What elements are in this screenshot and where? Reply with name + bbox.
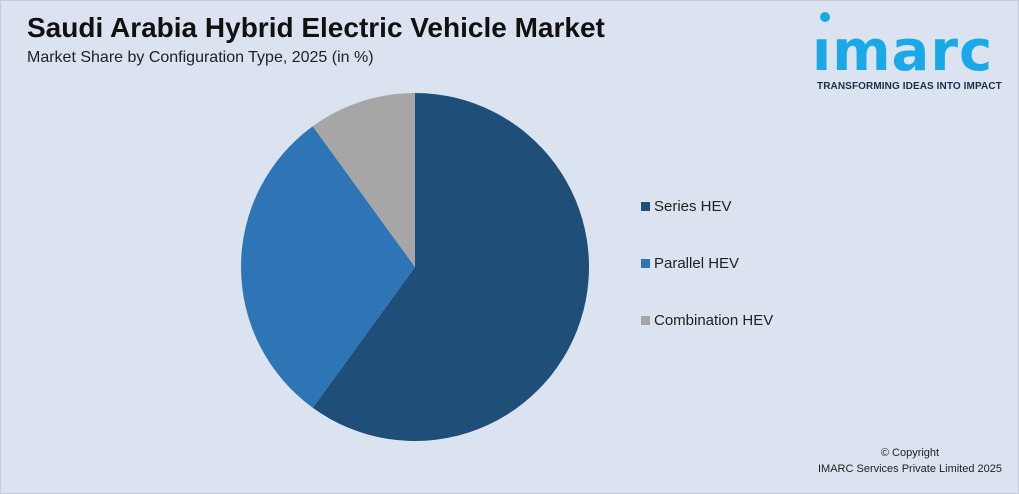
legend-item-combination-hev: Combination HEV <box>641 312 773 332</box>
legend-label: Parallel HEV <box>654 255 740 272</box>
legend-swatch <box>641 201 650 211</box>
legend-swatch <box>641 315 650 325</box>
chart-title: Saudi Arabia Hybrid Electric Vehicle Mar… <box>27 12 605 43</box>
chart-subtitle: Market Share by Configuration Type, 2025… <box>27 49 374 66</box>
copyright-note: © Copyright IMARC Services Private Limit… <box>818 445 1002 477</box>
pie-slice-series-hev <box>312 93 590 442</box>
legend-item-parallel-hev: Parallel HEV <box>641 255 739 275</box>
logo-dot <box>820 12 830 22</box>
copyright-line: © Copyright <box>880 447 940 459</box>
legend-item-series-hev: Series HEV <box>641 198 732 218</box>
logo-wordmark: ımarc <box>812 19 994 84</box>
pie-slice-combination-hev <box>312 93 415 267</box>
pie-slice-parallel-hev <box>240 126 415 408</box>
imarc-logo: ımarc TRANSFORMING IDEAS INTO IMPACT <box>812 10 1012 94</box>
logo-tagline: TRANSFORMING IDEAS INTO IMPACT <box>817 81 1002 92</box>
legend-swatch <box>641 258 650 268</box>
copyright-company: IMARC Services Private Limited 2025 <box>817 463 1002 475</box>
legend-label: Combination HEV <box>654 312 774 329</box>
legend-label: Series HEV <box>654 198 732 215</box>
